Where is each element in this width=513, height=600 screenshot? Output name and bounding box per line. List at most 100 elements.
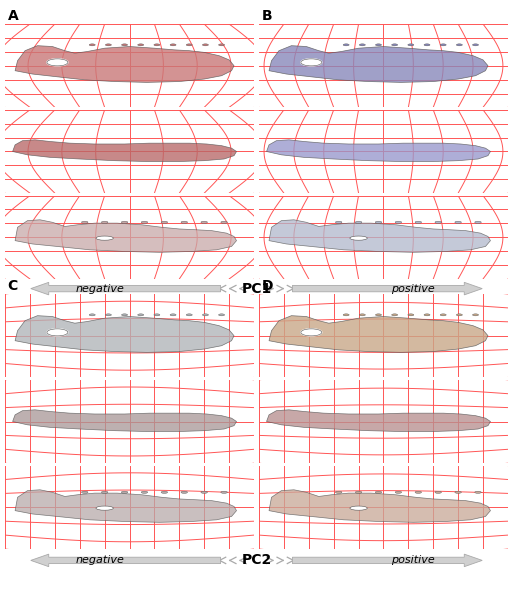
Circle shape: [121, 221, 128, 223]
Text: negative: negative: [75, 284, 125, 293]
Polygon shape: [13, 140, 236, 161]
Circle shape: [301, 329, 322, 336]
Circle shape: [138, 44, 144, 46]
Circle shape: [141, 491, 148, 493]
Text: C: C: [8, 279, 18, 293]
Circle shape: [376, 44, 382, 46]
Circle shape: [440, 44, 446, 46]
FancyArrow shape: [31, 554, 221, 566]
Circle shape: [457, 44, 462, 46]
Circle shape: [181, 221, 188, 223]
Circle shape: [221, 221, 227, 223]
Circle shape: [440, 314, 446, 316]
Text: positive: positive: [391, 556, 435, 565]
Polygon shape: [269, 490, 490, 523]
Circle shape: [89, 314, 95, 316]
Circle shape: [89, 44, 95, 46]
Circle shape: [435, 491, 442, 493]
Circle shape: [121, 491, 128, 493]
Circle shape: [161, 491, 168, 493]
FancyArrow shape: [31, 283, 221, 295]
Circle shape: [343, 44, 349, 46]
Circle shape: [375, 221, 382, 223]
Circle shape: [359, 314, 365, 316]
Circle shape: [395, 491, 402, 493]
Text: B: B: [262, 9, 272, 23]
Polygon shape: [13, 410, 236, 431]
Text: PC2: PC2: [242, 553, 271, 568]
Circle shape: [392, 44, 398, 46]
Text: D: D: [262, 279, 273, 293]
Circle shape: [141, 221, 148, 223]
Circle shape: [375, 491, 382, 493]
Circle shape: [47, 329, 68, 336]
FancyArrow shape: [292, 283, 482, 295]
Circle shape: [336, 221, 342, 223]
Circle shape: [82, 221, 88, 223]
Polygon shape: [15, 490, 236, 523]
Circle shape: [138, 314, 144, 316]
Circle shape: [408, 314, 414, 316]
Polygon shape: [269, 220, 490, 253]
Polygon shape: [15, 46, 234, 82]
Polygon shape: [269, 46, 488, 82]
Circle shape: [475, 491, 481, 493]
Circle shape: [301, 59, 322, 66]
Circle shape: [203, 314, 208, 316]
Circle shape: [102, 221, 108, 223]
Circle shape: [154, 314, 160, 316]
Circle shape: [219, 44, 225, 46]
FancyArrow shape: [292, 554, 482, 566]
Circle shape: [475, 221, 481, 223]
Circle shape: [343, 314, 349, 316]
Circle shape: [154, 44, 160, 46]
Circle shape: [424, 44, 430, 46]
Circle shape: [170, 314, 176, 316]
Circle shape: [359, 44, 365, 46]
Circle shape: [47, 59, 68, 66]
Circle shape: [122, 44, 128, 46]
Circle shape: [186, 314, 192, 316]
Text: PC1: PC1: [242, 281, 271, 296]
Polygon shape: [15, 220, 236, 253]
Circle shape: [415, 221, 422, 223]
Circle shape: [203, 44, 208, 46]
Circle shape: [102, 491, 108, 493]
Circle shape: [457, 314, 462, 316]
Circle shape: [455, 221, 461, 223]
Circle shape: [395, 221, 402, 223]
Circle shape: [336, 491, 342, 493]
Circle shape: [415, 491, 422, 493]
Circle shape: [201, 491, 207, 493]
Circle shape: [181, 491, 188, 493]
Circle shape: [221, 491, 227, 493]
Polygon shape: [269, 316, 488, 352]
Circle shape: [424, 314, 430, 316]
Circle shape: [105, 314, 111, 316]
Polygon shape: [267, 410, 490, 431]
Ellipse shape: [96, 506, 113, 510]
Circle shape: [219, 314, 225, 316]
Circle shape: [376, 314, 382, 316]
Polygon shape: [267, 140, 490, 161]
Circle shape: [472, 44, 479, 46]
Text: positive: positive: [391, 284, 435, 293]
Text: negative: negative: [75, 556, 125, 565]
Circle shape: [408, 44, 414, 46]
Circle shape: [472, 314, 479, 316]
Circle shape: [82, 491, 88, 493]
Polygon shape: [15, 316, 234, 352]
Circle shape: [201, 221, 207, 223]
Ellipse shape: [350, 236, 367, 240]
Text: A: A: [8, 9, 18, 23]
Circle shape: [161, 221, 168, 223]
Circle shape: [186, 44, 192, 46]
Circle shape: [356, 221, 362, 223]
Circle shape: [105, 44, 111, 46]
Circle shape: [435, 221, 442, 223]
Ellipse shape: [96, 236, 113, 240]
Circle shape: [170, 44, 176, 46]
Circle shape: [455, 491, 461, 493]
Ellipse shape: [350, 506, 367, 510]
Circle shape: [392, 314, 398, 316]
